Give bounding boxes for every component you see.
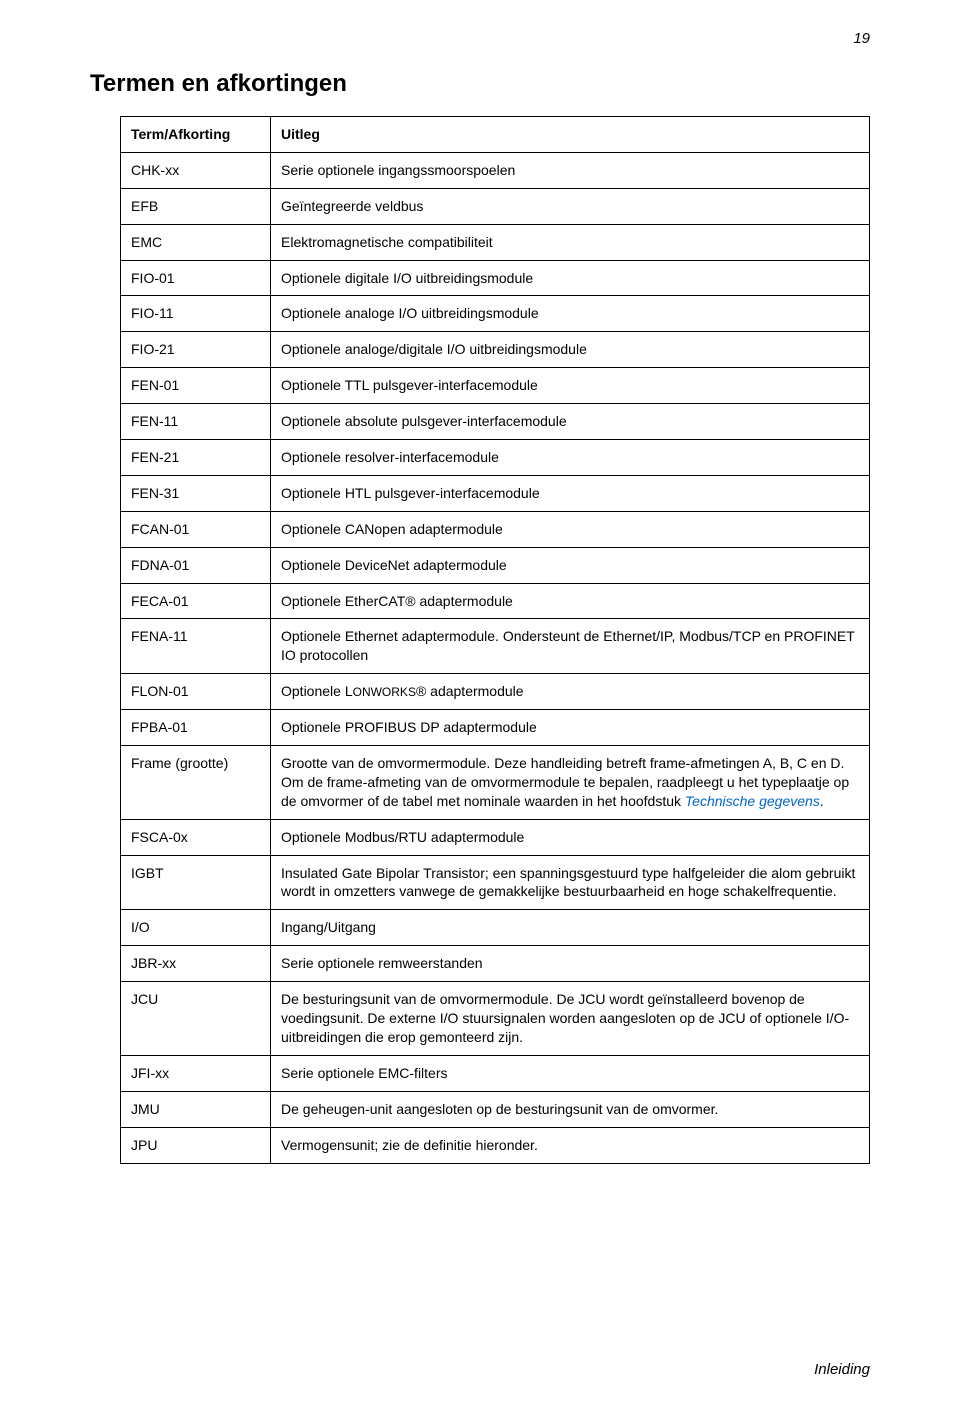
table-row: FEN-21Optionele resolver-interfacemodule bbox=[121, 440, 870, 476]
col-header-uitleg: Uitleg bbox=[271, 117, 870, 153]
term-cell: EMC bbox=[121, 224, 271, 260]
uitleg-cell: Optionele analoge/digitale I/O uitbreidi… bbox=[271, 332, 870, 368]
table-row: FEN-31Optionele HTL pulsgever-interfacem… bbox=[121, 475, 870, 511]
uitleg-cell: De besturingsunit van de omvormermodule.… bbox=[271, 982, 870, 1056]
term-cell: FIO-11 bbox=[121, 296, 271, 332]
uitleg-cell: Optionele digitale I/O uitbreidingsmodul… bbox=[271, 260, 870, 296]
table-row: FENA-11Optionele Ethernet adaptermodule.… bbox=[121, 619, 870, 674]
term-cell: I/O bbox=[121, 910, 271, 946]
table-row: FPBA-01Optionele PROFIBUS DP adaptermodu… bbox=[121, 710, 870, 746]
table-row: JBR-xxSerie optionele remweerstanden bbox=[121, 946, 870, 982]
table-row: JMUDe geheugen-unit aangesloten op de be… bbox=[121, 1091, 870, 1127]
uitleg-text: Optionele L bbox=[281, 683, 353, 699]
uitleg-cell: Optionele TTL pulsgever-interfacemodule bbox=[271, 368, 870, 404]
uitleg-cell: Geïntegreerde veldbus bbox=[271, 188, 870, 224]
page: 19 Termen en afkortingen Term/Afkorting … bbox=[0, 0, 960, 1416]
uitleg-cell: Optionele absolute pulsgever-interfacemo… bbox=[271, 404, 870, 440]
term-cell: FCAN-01 bbox=[121, 511, 271, 547]
term-cell: FEN-21 bbox=[121, 440, 271, 476]
table-row: JCUDe besturingsunit van de omvormermodu… bbox=[121, 982, 870, 1056]
table-row: I/OIngang/Uitgang bbox=[121, 910, 870, 946]
uitleg-cell: Optionele EtherCAT® adaptermodule bbox=[271, 583, 870, 619]
table-header-row: Term/Afkorting Uitleg bbox=[121, 117, 870, 153]
term-cell: JFI-xx bbox=[121, 1055, 271, 1091]
table-row: FIO-01Optionele digitale I/O uitbreiding… bbox=[121, 260, 870, 296]
uitleg-cell: Elektromagnetische compatibiliteit bbox=[271, 224, 870, 260]
uitleg-cell: Optionele analoge I/O uitbreidingsmodule bbox=[271, 296, 870, 332]
term-cell: FEN-31 bbox=[121, 475, 271, 511]
uitleg-cell: Optionele PROFIBUS DP adaptermodule bbox=[271, 710, 870, 746]
uitleg-cell: Ingang/Uitgang bbox=[271, 910, 870, 946]
term-cell: FSCA-0x bbox=[121, 819, 271, 855]
term-cell: JBR-xx bbox=[121, 946, 271, 982]
table-row: Frame (grootte)Grootte van de omvormermo… bbox=[121, 746, 870, 820]
term-cell: FECA-01 bbox=[121, 583, 271, 619]
term-cell: FPBA-01 bbox=[121, 710, 271, 746]
table-row: JFI-xxSerie optionele EMC-filters bbox=[121, 1055, 870, 1091]
term-cell: FIO-01 bbox=[121, 260, 271, 296]
uitleg-cell: Serie optionele ingangssmoorspoelen bbox=[271, 152, 870, 188]
table-row: CHK-xxSerie optionele ingangssmoorspoele… bbox=[121, 152, 870, 188]
table-row: EFBGeïntegreerde veldbus bbox=[121, 188, 870, 224]
page-title: Termen en afkortingen bbox=[90, 70, 870, 98]
footer-chapter: Inleiding bbox=[814, 1361, 870, 1378]
term-cell: FDNA-01 bbox=[121, 547, 271, 583]
term-cell: IGBT bbox=[121, 855, 271, 910]
terms-table: Term/Afkorting Uitleg CHK-xxSerie option… bbox=[120, 116, 870, 1164]
uitleg-cell: Insulated Gate Bipolar Transistor; een s… bbox=[271, 855, 870, 910]
table-row: FIO-21Optionele analoge/digitale I/O uit… bbox=[121, 332, 870, 368]
col-header-term: Term/Afkorting bbox=[121, 117, 271, 153]
table-row: FSCA-0xOptionele Modbus/RTU adaptermodul… bbox=[121, 819, 870, 855]
term-cell: FLON-01 bbox=[121, 674, 271, 710]
uitleg-text: . bbox=[820, 793, 824, 809]
term-cell: Frame (grootte) bbox=[121, 746, 271, 820]
table-row: JPUVermogensunit; zie de definitie hiero… bbox=[121, 1127, 870, 1163]
table-row: IGBTInsulated Gate Bipolar Transistor; e… bbox=[121, 855, 870, 910]
term-cell: JMU bbox=[121, 1091, 271, 1127]
uitleg-cell: Optionele DeviceNet adaptermodule bbox=[271, 547, 870, 583]
term-cell: EFB bbox=[121, 188, 271, 224]
term-cell: FIO-21 bbox=[121, 332, 271, 368]
uitleg-cell: Optionele Modbus/RTU adaptermodule bbox=[271, 819, 870, 855]
term-cell: FEN-11 bbox=[121, 404, 271, 440]
term-cell: FEN-01 bbox=[121, 368, 271, 404]
term-cell: JPU bbox=[121, 1127, 271, 1163]
table-row: FDNA-01Optionele DeviceNet adaptermodule bbox=[121, 547, 870, 583]
table-row: FIO-11Optionele analoge I/O uitbreidings… bbox=[121, 296, 870, 332]
smallcaps-text: ONWORKS bbox=[353, 685, 416, 699]
uitleg-cell: Grootte van de omvormermodule. Deze hand… bbox=[271, 746, 870, 820]
uitleg-cell: Optionele HTL pulsgever-interfacemodule bbox=[271, 475, 870, 511]
term-cell: JCU bbox=[121, 982, 271, 1056]
page-number: 19 bbox=[853, 30, 870, 47]
uitleg-cell: Serie optionele remweerstanden bbox=[271, 946, 870, 982]
uitleg-cell: Optionele CANopen adaptermodule bbox=[271, 511, 870, 547]
uitleg-cell: Serie optionele EMC-filters bbox=[271, 1055, 870, 1091]
table-row: FEN-11Optionele absolute pulsgever-inter… bbox=[121, 404, 870, 440]
uitleg-cell: Optionele resolver-interfacemodule bbox=[271, 440, 870, 476]
cross-reference-link[interactable]: Technische gegevens bbox=[685, 793, 820, 809]
table-row: FECA-01Optionele EtherCAT® adaptermodule bbox=[121, 583, 870, 619]
uitleg-cell: Optionele Ethernet adaptermodule. Onders… bbox=[271, 619, 870, 674]
uitleg-text: ® adaptermodule bbox=[416, 683, 524, 699]
term-cell: CHK-xx bbox=[121, 152, 271, 188]
table-row: EMCElektromagnetische compatibiliteit bbox=[121, 224, 870, 260]
uitleg-cell: Optionele LONWORKS® adaptermodule bbox=[271, 674, 870, 710]
uitleg-cell: De geheugen-unit aangesloten op de bestu… bbox=[271, 1091, 870, 1127]
table-row: FCAN-01Optionele CANopen adaptermodule bbox=[121, 511, 870, 547]
table-row: FLON-01Optionele LONWORKS® adaptermodule bbox=[121, 674, 870, 710]
table-row: FEN-01Optionele TTL pulsgever-interfacem… bbox=[121, 368, 870, 404]
term-cell: FENA-11 bbox=[121, 619, 271, 674]
uitleg-cell: Vermogensunit; zie de definitie hieronde… bbox=[271, 1127, 870, 1163]
